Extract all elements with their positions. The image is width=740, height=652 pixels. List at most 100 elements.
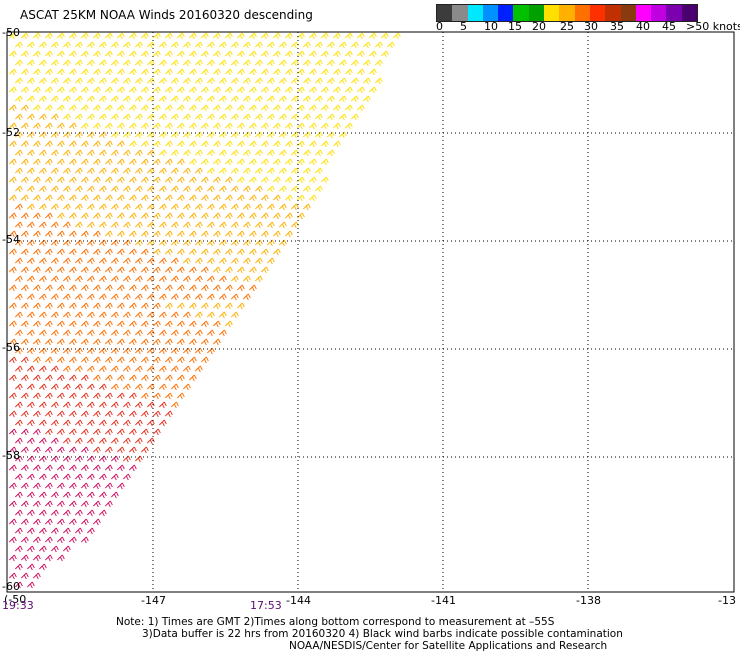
wind-barb: [15, 257, 23, 265]
wind-barb: [45, 446, 53, 454]
wind-barb: [15, 221, 23, 229]
wind-barb: [33, 464, 41, 472]
wind-barb: [291, 41, 299, 49]
wind-barb: [129, 140, 137, 148]
wind-barb: [315, 167, 323, 175]
wind-barb: [105, 158, 113, 166]
wind-barb: [189, 176, 197, 184]
wind-barb: [291, 113, 299, 121]
wind-barb: [141, 122, 149, 130]
wind-barb: [279, 131, 287, 139]
wind-barb: [243, 41, 251, 49]
map-title: ASCAT 25KM NOAA Winds 20160320 descendin…: [20, 8, 313, 22]
wind-barb: [123, 419, 131, 427]
wind-barb: [57, 50, 65, 58]
wind-barb: [141, 374, 149, 382]
legend-swatch: [574, 5, 590, 21]
wind-barb: [213, 338, 221, 346]
wind-barb: [105, 86, 113, 94]
wind-barb: [249, 32, 257, 40]
wind-barb: [45, 158, 53, 166]
wind-barb: [159, 59, 167, 67]
wind-barb: [69, 32, 77, 40]
wind-barb: [117, 104, 125, 112]
wind-barb: [75, 383, 83, 391]
wind-barb: [273, 248, 281, 256]
wind-barb: [57, 284, 65, 292]
wind-barb: [9, 176, 17, 184]
wind-barb: [327, 113, 335, 121]
wind-barb: [123, 239, 131, 247]
time-label-1: 19:33: [2, 599, 34, 612]
wind-barb: [15, 149, 23, 157]
wind-barb: [135, 311, 143, 319]
wind-barb: [99, 239, 107, 247]
wind-barb: [237, 194, 245, 202]
wind-barb: [99, 437, 107, 445]
wind-barb: [267, 203, 275, 211]
wind-barb: [303, 41, 311, 49]
wind-barb: [117, 428, 125, 436]
wind-barb: [9, 428, 17, 436]
wind-barb: [279, 113, 287, 121]
wind-barb: [51, 545, 59, 553]
wind-barb: [123, 311, 131, 319]
wind-barb: [213, 158, 221, 166]
wind-barb: [69, 122, 77, 130]
wind-barb: [321, 68, 329, 76]
wind-barb: [15, 545, 23, 553]
wind-barb: [135, 293, 143, 301]
wind-barb: [123, 257, 131, 265]
wind-barb: [93, 248, 101, 256]
wind-barb: [309, 194, 317, 202]
wind-barb: [333, 68, 341, 76]
wind-barb: [201, 320, 209, 328]
wind-barb: [51, 167, 59, 175]
wind-barb: [57, 392, 65, 400]
wind-barb: [201, 302, 209, 310]
wind-barb: [309, 50, 317, 58]
wind-barb: [105, 428, 113, 436]
wind-barb: [93, 158, 101, 166]
wind-barb: [39, 455, 47, 463]
wind-barb: [117, 482, 125, 490]
wind-barb: [159, 293, 167, 301]
wind-barb: [9, 320, 17, 328]
wind-barb: [81, 338, 89, 346]
wind-barb: [9, 50, 17, 58]
legend-swatch: [620, 5, 636, 21]
wind-barb: [21, 464, 29, 472]
wind-barb: [357, 86, 365, 94]
wind-barb: [255, 113, 263, 121]
wind-barb: [213, 50, 221, 58]
legend-label: 30: [584, 20, 598, 33]
wind-barb: [81, 482, 89, 490]
wind-barb: [111, 311, 119, 319]
wind-barb: [75, 527, 83, 535]
wind-barb: [171, 293, 179, 301]
wind-barb: [255, 239, 263, 247]
wind-barb: [57, 140, 65, 148]
wind-barb: [9, 212, 17, 220]
wind-barb: [45, 374, 53, 382]
wind-barb: [99, 329, 107, 337]
wind-barb: [279, 77, 287, 85]
wind-barb: [315, 41, 323, 49]
wind-barb: [27, 383, 35, 391]
wind-barb: [21, 482, 29, 490]
wind-barb: [177, 356, 185, 364]
wind-barb: [165, 338, 173, 346]
wind-barb: [129, 266, 137, 274]
wind-barb: [129, 302, 137, 310]
wind-barb: [285, 122, 293, 130]
wind-barb: [51, 131, 59, 139]
wind-barb: [51, 95, 59, 103]
wind-barb: [105, 266, 113, 274]
wind-barb: [207, 95, 215, 103]
wind-barb: [321, 50, 329, 58]
wind-barb: [141, 230, 149, 238]
wind-barb: [159, 203, 167, 211]
wind-barb: [27, 185, 35, 193]
wind-barb: [285, 194, 293, 202]
wind-barb: [69, 248, 77, 256]
